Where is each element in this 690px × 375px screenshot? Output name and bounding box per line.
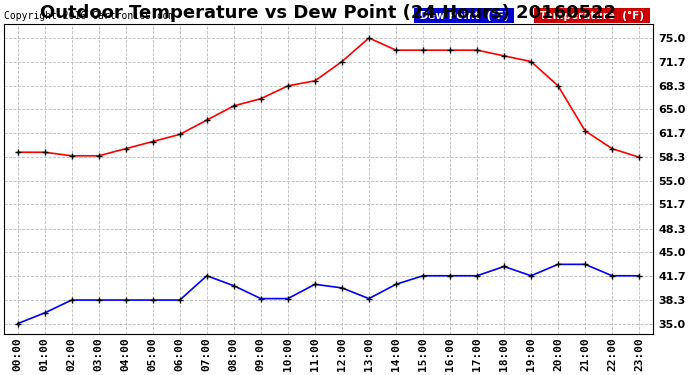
Text: Temperature  (°F): Temperature (°F): [536, 10, 647, 21]
Text: Copyright 2016 Cartronics.com: Copyright 2016 Cartronics.com: [4, 10, 175, 21]
Title: Outdoor Temperature vs Dew Point (24 Hours) 20160522: Outdoor Temperature vs Dew Point (24 Hou…: [40, 4, 616, 22]
Text: Dew Point  (°F): Dew Point (°F): [416, 10, 512, 21]
